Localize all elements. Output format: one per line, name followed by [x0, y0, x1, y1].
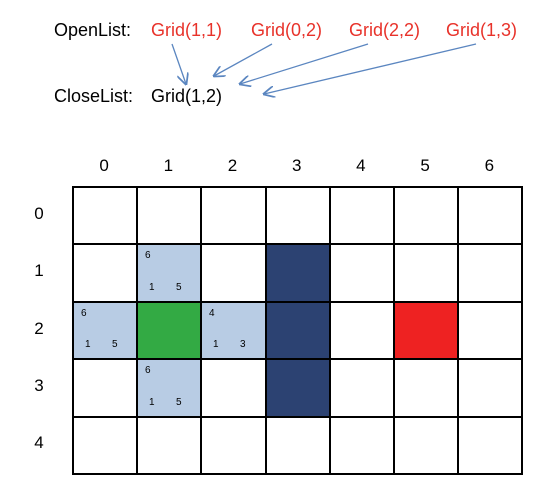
- close-list-item: Grid(1,2): [151, 86, 223, 106]
- grid-cell-empty: [457, 416, 523, 475]
- grid-cell-start: [136, 301, 202, 360]
- cell-h-score: 5: [112, 339, 118, 350]
- grid-cell-empty: [329, 301, 395, 360]
- grid-cell-empty: [200, 358, 267, 418]
- grid-cell-empty: [457, 358, 523, 418]
- grid-cell-empty: [72, 243, 138, 303]
- column-label: 4: [356, 156, 366, 175]
- grid-cell-empty: [200, 243, 267, 303]
- cell-h-score: 5: [176, 282, 182, 293]
- grid-cell-empty: [393, 416, 459, 475]
- row-label: 1: [34, 261, 44, 281]
- cell-h-score: 3: [240, 339, 246, 350]
- row-label: 3: [34, 375, 44, 395]
- row-label: 0: [34, 203, 44, 223]
- grid-cell-empty: [457, 186, 523, 245]
- column-label: 0: [99, 156, 109, 175]
- grid-cell-empty: [329, 186, 395, 245]
- open-to-close-arrow: [240, 43, 369, 84]
- row-label: 2: [34, 318, 44, 338]
- grid-cell-empty: [200, 416, 267, 475]
- column-label: 3: [291, 156, 302, 175]
- row-label: 4: [34, 433, 44, 453]
- grid-cell-empty: [393, 358, 459, 418]
- cell-f-score: 6: [145, 250, 151, 261]
- grid-cell-open: 6 1 5: [72, 301, 138, 360]
- grid-cell-open: 6 1 5: [136, 358, 202, 418]
- open-list-item: Grid(1,1): [151, 20, 223, 40]
- grid-cell-wall: [265, 358, 331, 418]
- grid-cell-empty: [393, 186, 459, 245]
- column-label: 2: [227, 156, 238, 175]
- grid-cell-empty: [200, 186, 267, 245]
- grid-cell-open: 4 1 3: [200, 301, 267, 360]
- grid-cell-wall: [265, 243, 331, 303]
- grid-cell-empty: [72, 358, 138, 418]
- column-label: 1: [163, 156, 174, 175]
- cell-g-score: 1: [149, 282, 155, 293]
- grid-cell-empty: [329, 358, 395, 418]
- cell-g-score: 1: [213, 339, 219, 350]
- open-list-item: Grid(0,2): [251, 20, 323, 40]
- grid-cell-empty: [136, 416, 202, 475]
- cell-f-score: 6: [81, 308, 87, 319]
- grid-cell-empty: [265, 416, 331, 475]
- grid-cell-goal: [393, 301, 459, 360]
- grid-cell-empty: [393, 243, 459, 303]
- open-to-close-arrow: [171, 43, 186, 84]
- cell-g-score: 1: [149, 397, 155, 408]
- cell-f-score: 6: [145, 365, 151, 376]
- close-list-label: CloseList:: [54, 86, 134, 106]
- grid-cell-empty: [72, 416, 138, 475]
- cell-h-score: 5: [176, 397, 182, 408]
- grid-cell-empty: [329, 243, 395, 303]
- grid-cell-wall: [265, 301, 331, 360]
- grid-cell-empty: [457, 301, 523, 360]
- column-label: 6: [484, 156, 495, 175]
- grid-cell-empty: [136, 186, 202, 245]
- grid-cell-empty: [329, 416, 395, 475]
- open-list-item: Grid(1,3): [446, 20, 518, 40]
- cell-g-score: 1: [85, 339, 91, 350]
- grid-cell-open: 6 1 5: [136, 243, 202, 303]
- cell-f-score: 4: [209, 308, 215, 319]
- open-to-close-arrow: [214, 43, 273, 76]
- grid-cell-empty: [457, 243, 523, 303]
- open-list-label: OpenList:: [54, 20, 132, 40]
- grid-cell-empty: [265, 186, 331, 245]
- open-to-close-arrow: [264, 43, 477, 94]
- open-list-item: Grid(2,2): [349, 20, 421, 40]
- grid-cell-empty: [72, 186, 138, 245]
- column-label: 5: [420, 156, 430, 175]
